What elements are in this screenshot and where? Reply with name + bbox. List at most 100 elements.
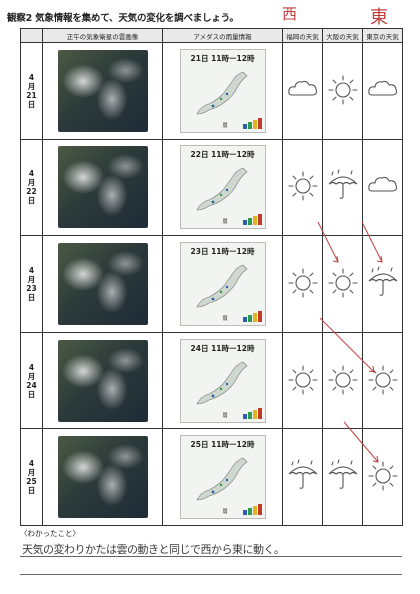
amedas-cell: 21日 11時ー12時弱 [162,42,283,140]
amedas-cell: 24日 11時ー12時弱 [162,331,283,430]
sun-icon [285,268,321,304]
table-row: 4 月 24 日 24日 11時ー12時弱 [20,331,403,430]
answer-line-2 [20,574,402,575]
sun-icon [285,365,321,401]
legend-weak: 弱 [222,412,228,419]
fukuoka-weather-cell [282,428,323,526]
header-fukuoka: 福岡の天気 [282,28,323,43]
amedas-time-label: 21日 11時ー12時 [190,53,255,63]
rain-legend [242,504,262,516]
osaka-weather-cell [322,235,363,333]
header-date [20,28,43,43]
tokyo-weather-cell [362,138,403,237]
handwritten-west: 西 [282,5,298,23]
sun-icon [325,75,361,111]
date-part: 25 [26,477,37,487]
umbrella-icon [285,459,321,497]
sun-icon [325,365,361,401]
rain-legend [242,310,262,322]
osaka-weather-cell [322,331,363,430]
date-part: 日 [27,99,36,109]
satellite-image [57,49,148,132]
satellite-image [57,242,148,325]
japan-map-icon [196,457,247,501]
sun-icon [285,171,321,207]
cloud-icon [365,177,401,207]
japan-map-icon [196,361,247,404]
satellite-cell [42,428,163,526]
satellite-cell [42,235,163,333]
table-row: 4 月 21 日 21日 11時ー12時弱 [20,42,403,140]
date-part: 日 [27,196,36,206]
sun-icon [365,461,401,497]
satellite-image [57,146,148,229]
header-satellite: 正午の気象衛星の雲画像 [42,28,163,43]
amedas-map: 24日 11時ー12時弱 [179,338,266,423]
legend-weak: 弱 [222,219,228,226]
tokyo-weather-cell [362,331,403,430]
rain-legend [242,407,262,419]
amedas-map: 23日 11時ー12時弱 [179,241,266,326]
umbrella-icon [325,459,361,497]
japan-map-icon [196,168,247,211]
fukuoka-weather-cell [282,42,323,140]
tokyo-weather-cell [362,42,403,140]
rain-legend [242,214,262,226]
legend-weak: 弱 [222,122,228,129]
japan-map-icon [196,71,247,115]
satellite-cell [42,42,163,140]
satellite-image [57,436,148,519]
date-part: 4 [28,459,35,469]
date-part: 月 [27,468,36,478]
date-part: 日 [27,389,36,399]
header-osaka: 大阪の天気 [322,28,363,43]
page-title: 観察2 気象情報を集めて、天気の変化を調べましょう。 [7,13,239,24]
satellite-cell [42,138,163,237]
date-part: 4 [28,362,35,372]
handwritten-east: 東 [370,7,388,28]
cloud-icon [285,80,321,111]
date-part: 22 [26,187,37,197]
header-tokyo: 東京の天気 [362,28,403,43]
legend-weak: 弱 [222,315,228,322]
satellite-image [57,339,148,422]
legend-weak: 弱 [222,509,228,516]
osaka-weather-cell [322,138,363,237]
fukuoka-weather-cell [282,235,323,333]
date-cell: 4 月 22 日 [20,138,43,237]
date-part: 23 [26,283,37,293]
answer-line-1 [20,556,402,557]
date-part: 24 [26,380,37,390]
cloud-icon [365,80,401,111]
japan-map-icon [196,264,247,308]
osaka-weather-cell [322,42,363,140]
date-cell: 4 月 25 日 [20,428,43,526]
tokyo-weather-cell [362,235,403,333]
date-part: 月 [27,371,36,381]
table-row: 4 月 22 日 22日 11時ー12時弱 [20,138,403,237]
sun-icon [365,365,401,401]
header-amedas: アメダスの雨量情報 [162,28,283,43]
table-header-row: 正午の気象衛星の雲画像 アメダスの雨量情報 福岡の天気 大阪の天気 東京の天気 [20,28,403,43]
date-part: 21 [26,90,37,100]
amedas-time-label: 24日 11時ー12時 [190,343,255,353]
amedas-map: 21日 11時ー12時弱 [179,48,266,133]
table-row: 4 月 25 日 25日 11時ー12時弱 [20,428,403,526]
date-part: 月 [27,178,36,188]
fukuoka-weather-cell [282,138,323,237]
date-cell: 4 月 23 日 [20,235,43,333]
findings-answer: 天気の変わりかたは雲の動きと同じで西から東に動く。 [22,543,285,556]
amedas-time-label: 23日 11時ー12時 [190,246,255,256]
sun-icon [325,268,361,304]
date-part: 4 [28,72,35,82]
amedas-map: 25日 11時ー12時弱 [179,435,266,520]
date-cell: 4 月 24 日 [20,331,43,430]
amedas-cell: 22日 11時ー12時弱 [162,138,283,237]
amedas-time-label: 25日 11時ー12時 [190,440,255,450]
tokyo-weather-cell [362,428,403,526]
satellite-cell [42,331,163,430]
date-part: 日 [27,486,36,496]
date-cell: 4 月 21 日 [20,42,43,140]
date-part: 4 [28,169,35,179]
osaka-weather-cell [322,428,363,526]
